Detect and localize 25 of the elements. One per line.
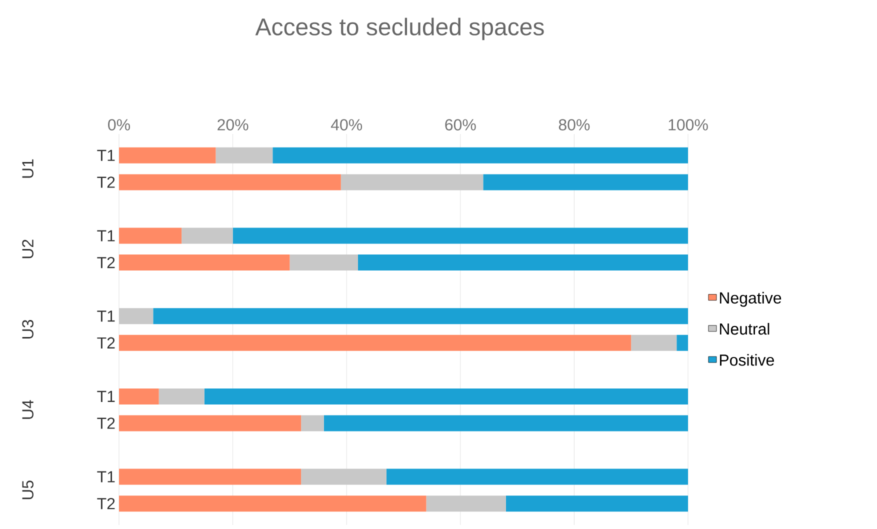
- y-tick-label: T1: [97, 310, 115, 322]
- x-tick-label: 60%: [445, 119, 476, 130]
- x-tick-label: 0%: [108, 119, 130, 130]
- legend-label: Positive: [720, 354, 774, 366]
- y-tick-label: T1: [97, 390, 115, 402]
- y-tick-label: T2: [97, 498, 115, 510]
- legend-label: Neutral: [720, 322, 770, 335]
- chart-title: Access to secluded spaces: [255, 18, 544, 40]
- text: U3: [22, 320, 34, 338]
- y-tick-label: T2: [97, 176, 115, 188]
- text: U1: [22, 159, 34, 178]
- y-tick-label: T1: [97, 230, 115, 242]
- x-tick-label: 20%: [218, 119, 248, 130]
- y-tick-label: T1: [97, 471, 115, 482]
- x-tick-label: 80%: [558, 119, 590, 130]
- text: U2: [22, 240, 34, 258]
- text: U5: [22, 480, 34, 500]
- y-tick-label: T2: [97, 256, 115, 268]
- x-tick-label: 40%: [330, 119, 362, 130]
- y-tick-label: T2: [97, 337, 115, 348]
- x-tick-label: 100%: [668, 119, 708, 130]
- text: U4: [22, 400, 34, 419]
- y-tick-label: T2: [97, 418, 115, 429]
- y-tick-label: T1: [97, 150, 115, 161]
- legend-label: Negative: [720, 292, 782, 307]
